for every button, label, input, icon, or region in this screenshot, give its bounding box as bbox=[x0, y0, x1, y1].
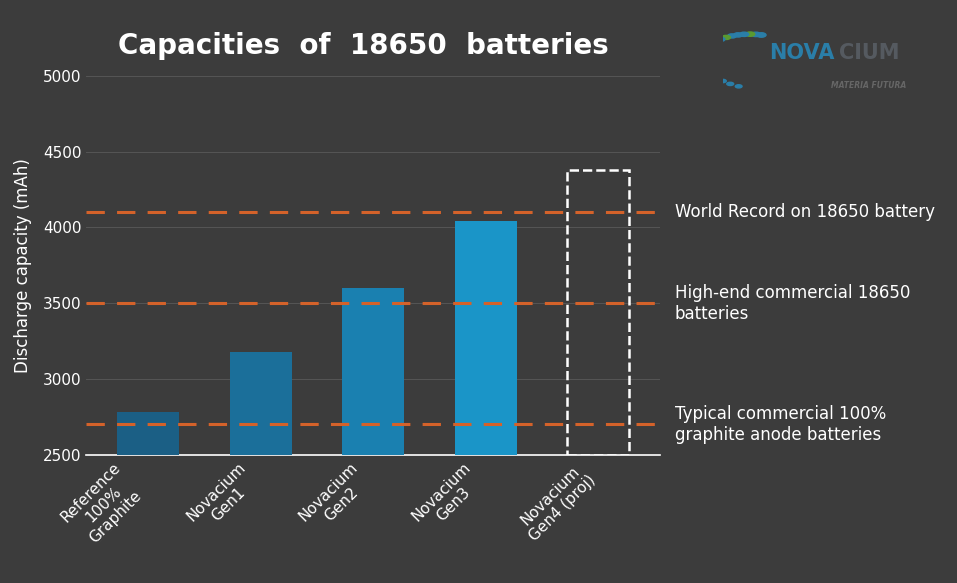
Circle shape bbox=[757, 33, 766, 37]
Circle shape bbox=[734, 33, 743, 37]
Circle shape bbox=[751, 32, 761, 37]
Text: World Record on 18650 battery: World Record on 18650 battery bbox=[675, 203, 935, 221]
Bar bbox=[568, 170, 630, 455]
Circle shape bbox=[699, 57, 706, 60]
Bar bbox=[455, 222, 517, 455]
Y-axis label: Discharge capacity (mAh): Discharge capacity (mAh) bbox=[13, 158, 32, 373]
Text: Capacities  of  18650  batteries: Capacities of 18650 batteries bbox=[119, 32, 609, 60]
Circle shape bbox=[701, 49, 709, 53]
Circle shape bbox=[735, 85, 742, 88]
Circle shape bbox=[726, 82, 734, 86]
Text: Typical commercial 100%
graphite anode batteries: Typical commercial 100% graphite anode b… bbox=[675, 405, 886, 444]
Text: High-end commercial 18650
batteries: High-end commercial 18650 batteries bbox=[675, 284, 910, 322]
Bar bbox=[343, 288, 404, 455]
Circle shape bbox=[703, 69, 711, 72]
Circle shape bbox=[707, 72, 715, 76]
Circle shape bbox=[722, 36, 730, 40]
Bar bbox=[568, 170, 630, 455]
Circle shape bbox=[740, 32, 748, 37]
Circle shape bbox=[727, 34, 737, 38]
Circle shape bbox=[746, 32, 755, 36]
Circle shape bbox=[699, 52, 707, 57]
Circle shape bbox=[717, 37, 725, 41]
Circle shape bbox=[711, 40, 720, 44]
Bar bbox=[230, 352, 292, 455]
Text: CIUM: CIUM bbox=[839, 43, 900, 64]
Bar bbox=[117, 412, 179, 455]
Text: MATERIA FUTURA: MATERIA FUTURA bbox=[832, 82, 906, 90]
Circle shape bbox=[703, 45, 712, 50]
Circle shape bbox=[707, 43, 715, 47]
Text: NOVA: NOVA bbox=[769, 43, 835, 64]
Circle shape bbox=[699, 61, 706, 64]
Circle shape bbox=[720, 79, 726, 83]
Circle shape bbox=[713, 76, 720, 79]
Circle shape bbox=[701, 65, 708, 68]
